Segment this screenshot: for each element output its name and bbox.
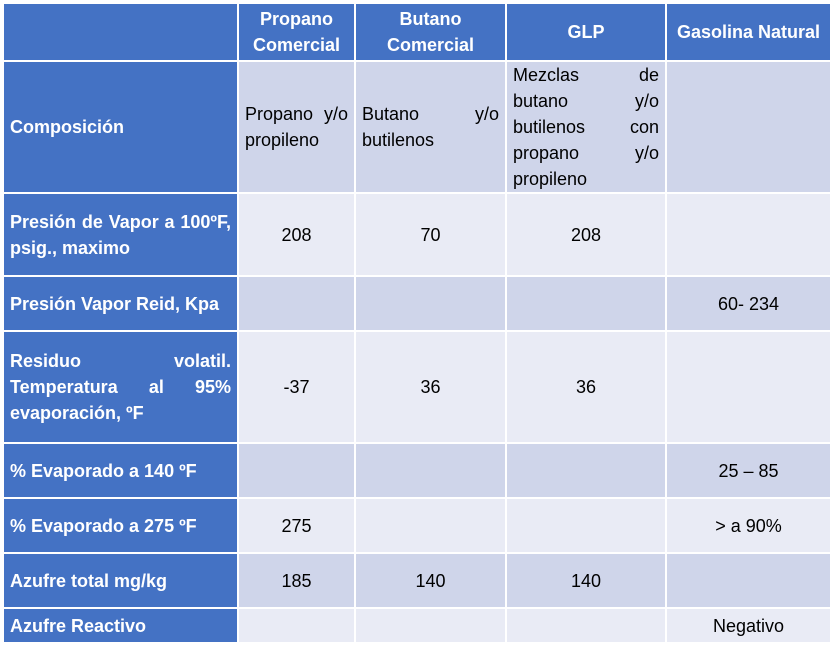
table-cell: 185 (239, 554, 354, 607)
table-cell (356, 444, 505, 497)
table-cell (667, 332, 830, 442)
table-cell (507, 499, 665, 552)
table-cell (507, 444, 665, 497)
table-row: Composición Propano y/o propileno Butano… (4, 62, 830, 192)
table-row: Azufre Reactivo Negativo (4, 609, 830, 642)
table-cell: 140 (356, 554, 505, 607)
table-cell: 25 – 85 (667, 444, 830, 497)
table-cell (356, 499, 505, 552)
table-cell: Mezclas de butano y/o butilenos con prop… (507, 62, 665, 192)
table-cell: 60- 234 (667, 277, 830, 330)
row-label: % Evaporado a 140 ºF (4, 444, 237, 497)
table-cell (239, 277, 354, 330)
row-label: Presión Vapor Reid, Kpa (4, 277, 237, 330)
row-label: Residuo volatil. Temperatura al 95% evap… (4, 332, 237, 442)
table-cell (507, 277, 665, 330)
row-label: Azufre Reactivo (4, 609, 237, 642)
table-row: % Evaporado a 275 ºF 275 > a 90% (4, 499, 830, 552)
row-label: Azufre total mg/kg (4, 554, 237, 607)
row-label: Presión de Vapor a 100ºF, psig., maximo (4, 194, 237, 275)
header-glp: GLP (507, 4, 665, 60)
header-gasolina-natural: Gasolina Natural (667, 4, 830, 60)
table-cell: 36 (507, 332, 665, 442)
table-cell: -37 (239, 332, 354, 442)
header-row: Propano Comercial Butano Comercial GLP G… (4, 4, 830, 60)
table-cell: 208 (507, 194, 665, 275)
table-row: Residuo volatil. Temperatura al 95% evap… (4, 332, 830, 442)
table-row: % Evaporado a 140 ºF 25 – 85 (4, 444, 830, 497)
table-cell (507, 609, 665, 642)
table-cell: Propano y/o propileno (239, 62, 354, 192)
table-cell (356, 277, 505, 330)
table-cell (239, 609, 354, 642)
table-cell: Negativo (667, 609, 830, 642)
table-cell: 275 (239, 499, 354, 552)
header-corner (4, 4, 237, 60)
header-butano-comercial: Butano Comercial (356, 4, 505, 60)
table-cell: > a 90% (667, 499, 830, 552)
table-row: Presión Vapor Reid, Kpa 60- 234 (4, 277, 830, 330)
table-row: Azufre total mg/kg 185 140 140 (4, 554, 830, 607)
table-row: Presión de Vapor a 100ºF, psig., maximo … (4, 194, 830, 275)
table-cell: 208 (239, 194, 354, 275)
table-cell (356, 609, 505, 642)
table-cell (239, 444, 354, 497)
table-cell: 36 (356, 332, 505, 442)
table-cell: 70 (356, 194, 505, 275)
row-label: % Evaporado a 275 ºF (4, 499, 237, 552)
header-propano-comercial: Propano Comercial (239, 4, 354, 60)
table-cell (667, 554, 830, 607)
table-cell: Butano y/o butilenos (356, 62, 505, 192)
table-cell: 140 (507, 554, 665, 607)
table-cell (667, 62, 830, 192)
table-cell (667, 194, 830, 275)
row-label: Composición (4, 62, 237, 192)
